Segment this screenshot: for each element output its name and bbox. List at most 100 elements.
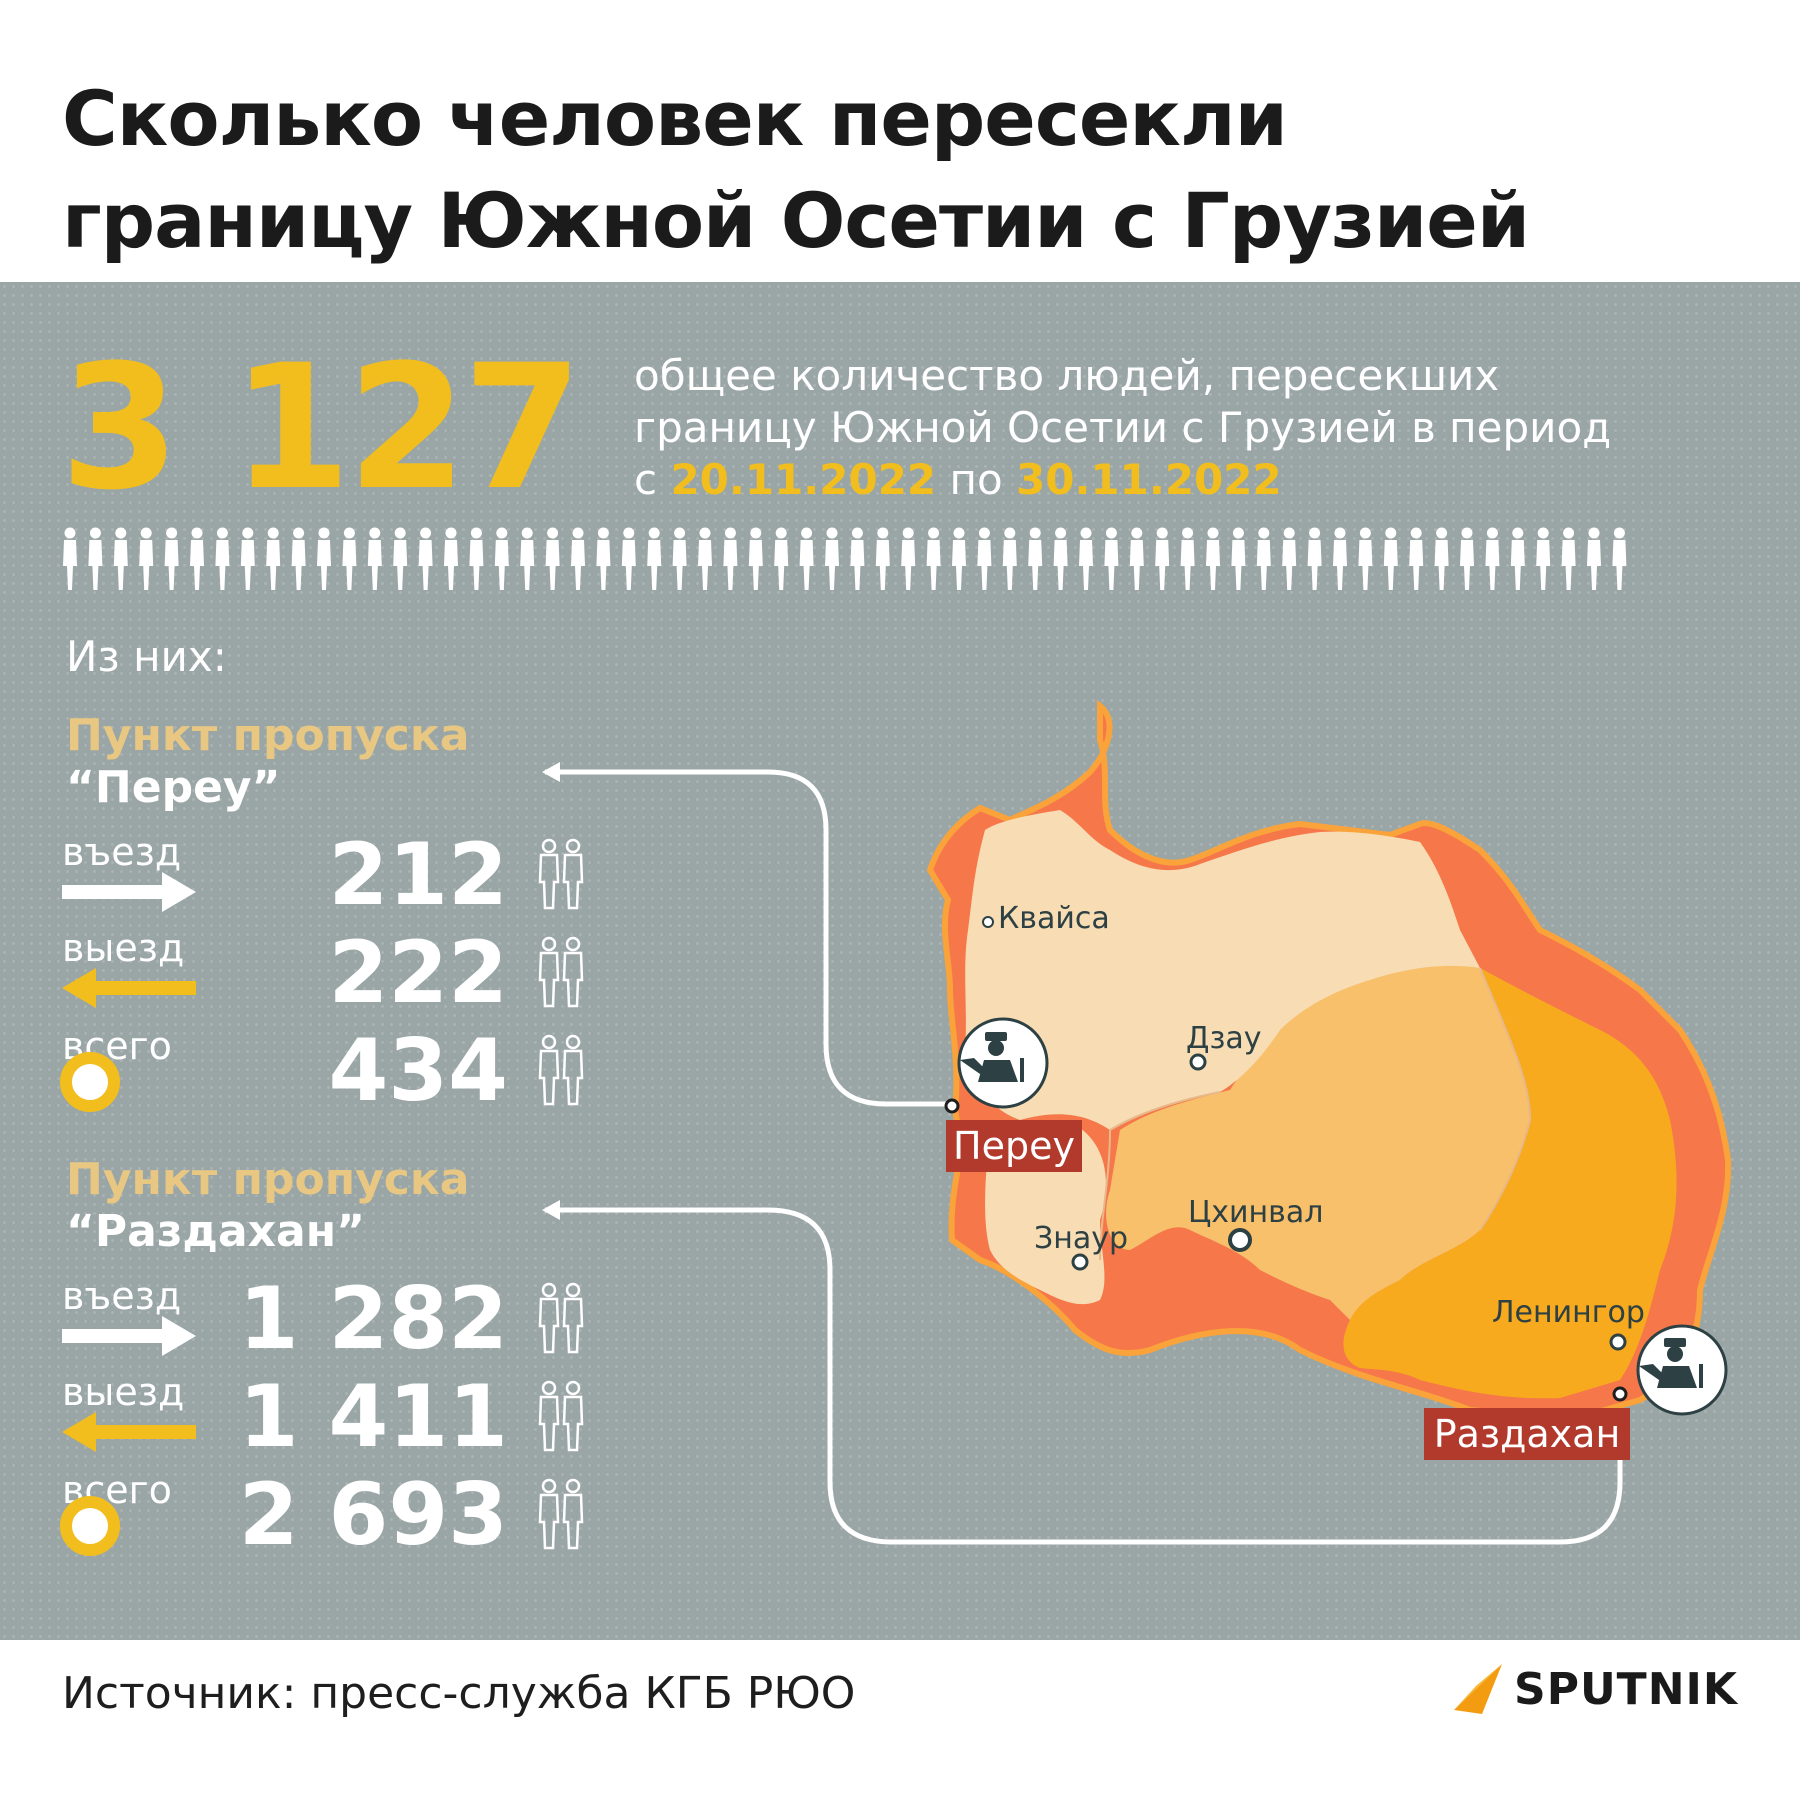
exit-arrow-icon [62,1412,196,1452]
person-icon [1460,527,1474,590]
person-icon [825,527,839,590]
map-region-north [965,810,1480,1130]
person-pair-icon [538,1282,584,1354]
person-icon [317,527,331,590]
total-crossings: 3 127 [60,327,583,528]
person-icon [1587,527,1601,590]
person-icon [850,527,865,590]
source-credit: Источник: пресс-служба КГБ РЮО [62,1668,856,1719]
person-icon [672,527,687,590]
person-icon [977,527,992,590]
person-icon [799,527,814,590]
person-icon-group [63,527,1627,590]
person-icon [393,527,408,590]
map-region-east [1343,968,1677,1399]
person-pair-icon [538,838,584,910]
description-line-3: с 20.11.2022 по 30.11.2022 [634,455,1282,504]
razdakhan-exit-label: выезд [62,1370,185,1414]
person-icon [926,527,941,590]
person-icon [1307,527,1322,590]
person-icon [774,527,789,590]
header: Сколько человек пересекли границу Южной … [0,0,1800,282]
town-label: Квайса [998,901,1110,936]
person-icon [139,527,154,590]
pereu-title: Пункт пропуска [66,710,470,761]
title-line-1: Сколько человек пересекли [62,74,1288,163]
town-label: Ленингор [1492,1295,1645,1330]
person-icon [1206,527,1220,590]
person-icon [342,527,357,590]
town-tskhinval: Цхинвал [1188,1195,1323,1252]
razdakhan-connector-arrowhead [542,1200,560,1220]
person-icon [1510,527,1525,590]
description-line-1: общее количество людей, пересекших [634,351,1500,400]
person-icon [469,527,484,590]
pereu-entry-value: 212 [328,825,508,925]
person-icon [748,527,763,590]
person-icon [164,527,179,590]
razdakhan-name: “Раздахан” [66,1206,366,1257]
person-icon [1409,527,1424,590]
razdakhan-entry-value: 1 282 [238,1269,508,1369]
person-icon [596,527,611,590]
town-leningor: Ленингор [1492,1295,1645,1351]
person-icon [418,527,433,590]
person-icon [88,527,103,590]
town-label: Дзау [1186,1021,1262,1056]
person-icon [1129,527,1144,590]
person-icon [291,527,306,590]
person-icon [1028,527,1043,590]
razdakhan-exit-value: 1 411 [238,1367,508,1467]
pereu-exit-value: 222 [328,923,508,1023]
person-icon [545,527,560,590]
person-icon [901,527,916,590]
pereu-total-value: 434 [328,1021,508,1121]
pereu-exit-label: выезд [62,926,185,970]
person-icon [1104,527,1119,590]
town-znaur: Знаур [1034,1221,1128,1271]
razdakhan-map-label: Раздахан [1434,1412,1621,1456]
person-pair-icon [538,1478,584,1550]
person-icon [1536,527,1551,590]
total-ring-icon [60,1052,120,1112]
person-pair-icon [538,1380,584,1452]
razdakhan-checkpoint-marker: Раздахан [1424,1324,1728,1460]
razdakhan-total-value: 2 693 [238,1465,508,1565]
person-icon [1383,527,1398,590]
person-icon [1155,527,1170,590]
brand-name: SPUTNIK [1514,1663,1738,1715]
town-label: Цхинвал [1188,1195,1323,1230]
pereu-name: “Переу” [66,762,281,813]
person-icon [952,527,966,590]
person-icon [1256,527,1271,590]
pereu-checkpoint-marker: Переу [944,1017,1082,1172]
person-pair-icon [538,1034,584,1106]
description-line-2: границу Южной Осетии с Грузией в период [634,403,1612,452]
town-dzau: Дзау [1186,1021,1262,1071]
entry-arrow-icon [62,872,196,912]
person-icon [621,527,636,590]
pereu-map-label: Переу [953,1124,1075,1168]
map-region-center [1106,962,1530,1320]
entry-arrow-icon [62,1316,196,1356]
person-icon [215,527,230,590]
border-guard-icon [1639,1338,1703,1388]
pereu-connector-line [545,769,952,1107]
people-row [63,527,1627,590]
sputnik-logo-icon [1454,1664,1503,1714]
person-icon [1434,527,1449,590]
person-icon [723,527,738,590]
person-icon [1053,527,1068,590]
south-ossetia-map: Квайса Дзау Знаур Цхинвал Ленингор [542,699,1732,1545]
person-icon [444,527,458,590]
person-icon [1282,527,1297,590]
person-icon [113,527,128,590]
footer: Источник: пресс-служба КГБ РЮО SPUTNIK [0,1640,1800,1800]
person-icon [1333,527,1347,590]
map-internal-boundaries [1099,967,1532,1261]
border-guard-icon [960,1032,1024,1082]
title-line-2: границу Южной Осетии с Грузией [62,176,1530,265]
date-to: 30.11.2022 [1016,455,1282,504]
razdakhan-title: Пункт пропуска [66,1154,470,1205]
infographic-panel: Квайса Дзау Знаур Цхинвал Ленингор [0,282,1800,1640]
